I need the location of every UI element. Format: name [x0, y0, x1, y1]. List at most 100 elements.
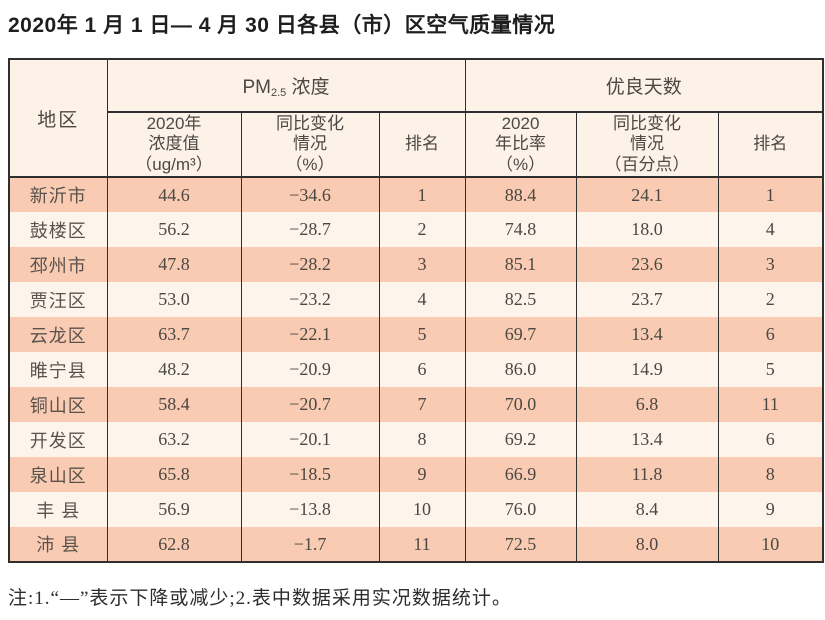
header-days-rank-label: 排名 [753, 134, 788, 154]
pm-value-cell: 47.8 [106, 247, 242, 283]
region-cell: 泉山区 [8, 457, 108, 493]
table-row: 泉山区 65.8 −18.5 9 66.9 11.8 8 [8, 457, 824, 493]
header-days-change: 同比变化 情况 （百分点） [575, 111, 719, 179]
pm-value-cell: 63.7 [106, 317, 242, 353]
header-pm-rank: 排名 [378, 111, 466, 179]
table-body: 新沂市 44.6 −34.6 1 88.4 24.1 1 鼓楼区 56.2 −28.7 2 74.8 1… [8, 177, 824, 563]
region-cell: 铜山区 [8, 387, 108, 423]
days-rank-cell: 9 [717, 492, 824, 528]
table-row: 邳州市 47.8 −28.2 3 85.1 23.6 3 [8, 247, 824, 283]
pm-change-cell: −22.1 [240, 317, 380, 353]
air-quality-table: 地区 PM2.5 浓度 优良天数 2020年 浓度值 （ug/m³） 同比变化 … [8, 58, 825, 564]
pm-change-cell: −23.2 [240, 282, 380, 318]
days-ratio-cell: 85.1 [464, 247, 577, 283]
pm-change-cell: −18.5 [240, 457, 380, 493]
table-row: 新沂市 44.6 −34.6 1 88.4 24.1 1 [8, 177, 824, 213]
header-pm-rank-label: 排名 [405, 134, 439, 154]
pm25-label-subscript: 2.5 [270, 87, 287, 100]
header-region: 地区 [8, 58, 108, 179]
days-ratio-cell: 82.5 [464, 282, 577, 318]
pm-rank-cell: 5 [378, 317, 466, 353]
table-row: 贾汪区 53.0 −23.2 4 82.5 23.7 2 [8, 282, 824, 318]
table-row: 鼓楼区 56.2 −28.7 2 74.8 18.0 4 [8, 212, 824, 248]
days-rank-cell: 1 [717, 177, 824, 213]
days-change-cell: 23.6 [575, 247, 719, 283]
header-days-change-label: 同比变化 情况 （百分点） [604, 114, 690, 174]
table-row: 丰 县 56.9 −13.8 10 76.0 8.4 9 [8, 492, 824, 528]
region-cell: 丰 县 [8, 492, 108, 528]
days-ratio-cell: 76.0 [464, 492, 577, 528]
pm-rank-cell: 7 [378, 387, 466, 423]
pm-rank-cell: 6 [378, 352, 466, 388]
days-rank-cell: 6 [717, 422, 824, 458]
pm-rank-cell: 8 [378, 422, 466, 458]
days-ratio-cell: 69.2 [464, 422, 577, 458]
pm-change-cell: −13.8 [240, 492, 380, 528]
days-ratio-cell: 88.4 [464, 177, 577, 213]
header-pm-value-label: 2020年 浓度值 （ug/m³） [135, 114, 213, 174]
pm-value-cell: 58.4 [106, 387, 242, 423]
days-rank-cell: 8 [717, 457, 824, 493]
pm-value-cell: 63.2 [106, 422, 242, 458]
table-header: 地区 PM2.5 浓度 优良天数 2020年 浓度值 （ug/m³） 同比变化 … [8, 58, 824, 179]
pm-change-cell: −20.7 [240, 387, 380, 423]
days-rank-cell: 11 [717, 387, 824, 423]
header-pm-change: 同比变化 情况 （%） [240, 111, 380, 179]
region-cell: 沛 县 [8, 527, 108, 563]
pm-value-cell: 53.0 [106, 282, 242, 318]
days-rank-cell: 2 [717, 282, 824, 318]
pm-change-cell: −34.6 [240, 177, 380, 213]
days-change-cell: 23.7 [575, 282, 719, 318]
table-row: 云龙区 63.7 −22.1 5 69.7 13.4 6 [8, 317, 824, 353]
pm-rank-cell: 3 [378, 247, 466, 283]
region-cell: 贾汪区 [8, 282, 108, 318]
table-row: 开发区 63.2 −20.1 8 69.2 13.4 6 [8, 422, 824, 458]
days-rank-cell: 6 [717, 317, 824, 353]
region-cell: 鼓楼区 [8, 212, 108, 248]
table-row: 铜山区 58.4 −20.7 7 70.0 6.8 11 [8, 387, 824, 423]
header-days-ratio: 2020 年比率 （%） [464, 111, 577, 179]
days-change-cell: 11.8 [575, 457, 719, 493]
pm-rank-cell: 1 [378, 177, 466, 213]
pm-value-cell: 44.6 [106, 177, 242, 213]
days-ratio-cell: 66.9 [464, 457, 577, 493]
days-ratio-cell: 69.7 [464, 317, 577, 353]
days-rank-cell: 3 [717, 247, 824, 283]
pm-rank-cell: 11 [378, 527, 466, 563]
table-row: 沛 县 62.8 −1.7 11 72.5 8.0 10 [8, 527, 824, 563]
pm-value-cell: 62.8 [106, 527, 242, 563]
region-cell: 睢宁县 [8, 352, 108, 388]
days-change-cell: 8.0 [575, 527, 719, 563]
pm-rank-cell: 4 [378, 282, 466, 318]
pm-value-cell: 65.8 [106, 457, 242, 493]
region-cell: 邳州市 [8, 247, 108, 283]
header-days-rank: 排名 [717, 111, 824, 179]
pm-rank-cell: 2 [378, 212, 466, 248]
pm-value-cell: 56.9 [106, 492, 242, 528]
pm25-label-suffix: 浓度 [286, 76, 330, 98]
header-days-ratio-label: 2020 年比率 （%） [495, 114, 547, 174]
days-change-cell: 8.4 [575, 492, 719, 528]
page-title: 2020年 1 月 1 日— 4 月 30 日各县（市）区空气质量情况 [8, 14, 556, 37]
table-row: 睢宁县 48.2 −20.9 6 86.0 14.9 5 [8, 352, 824, 388]
days-rank-cell: 5 [717, 352, 824, 388]
days-change-cell: 13.4 [575, 317, 719, 353]
pm25-label-prefix: PM [242, 76, 271, 98]
pm-change-cell: −20.9 [240, 352, 380, 388]
footnote: 注:1.“—”表示下降或减少;2.表中数据采用实况数据统计。 [8, 588, 512, 610]
pm-value-cell: 56.2 [106, 212, 242, 248]
pm-change-cell: −20.1 [240, 422, 380, 458]
region-cell: 新沂市 [8, 177, 108, 213]
days-change-cell: 6.8 [575, 387, 719, 423]
header-group-good-days: 优良天数 [464, 58, 824, 113]
pm-rank-cell: 10 [378, 492, 466, 528]
pm-change-cell: −1.7 [240, 527, 380, 563]
days-rank-cell: 10 [717, 527, 824, 563]
days-ratio-cell: 70.0 [464, 387, 577, 423]
days-change-cell: 24.1 [575, 177, 719, 213]
days-ratio-cell: 72.5 [464, 527, 577, 563]
header-pm-value: 2020年 浓度值 （ug/m³） [106, 111, 242, 179]
pm-change-cell: −28.7 [240, 212, 380, 248]
header-group-pm25: PM2.5 浓度 [106, 58, 466, 113]
